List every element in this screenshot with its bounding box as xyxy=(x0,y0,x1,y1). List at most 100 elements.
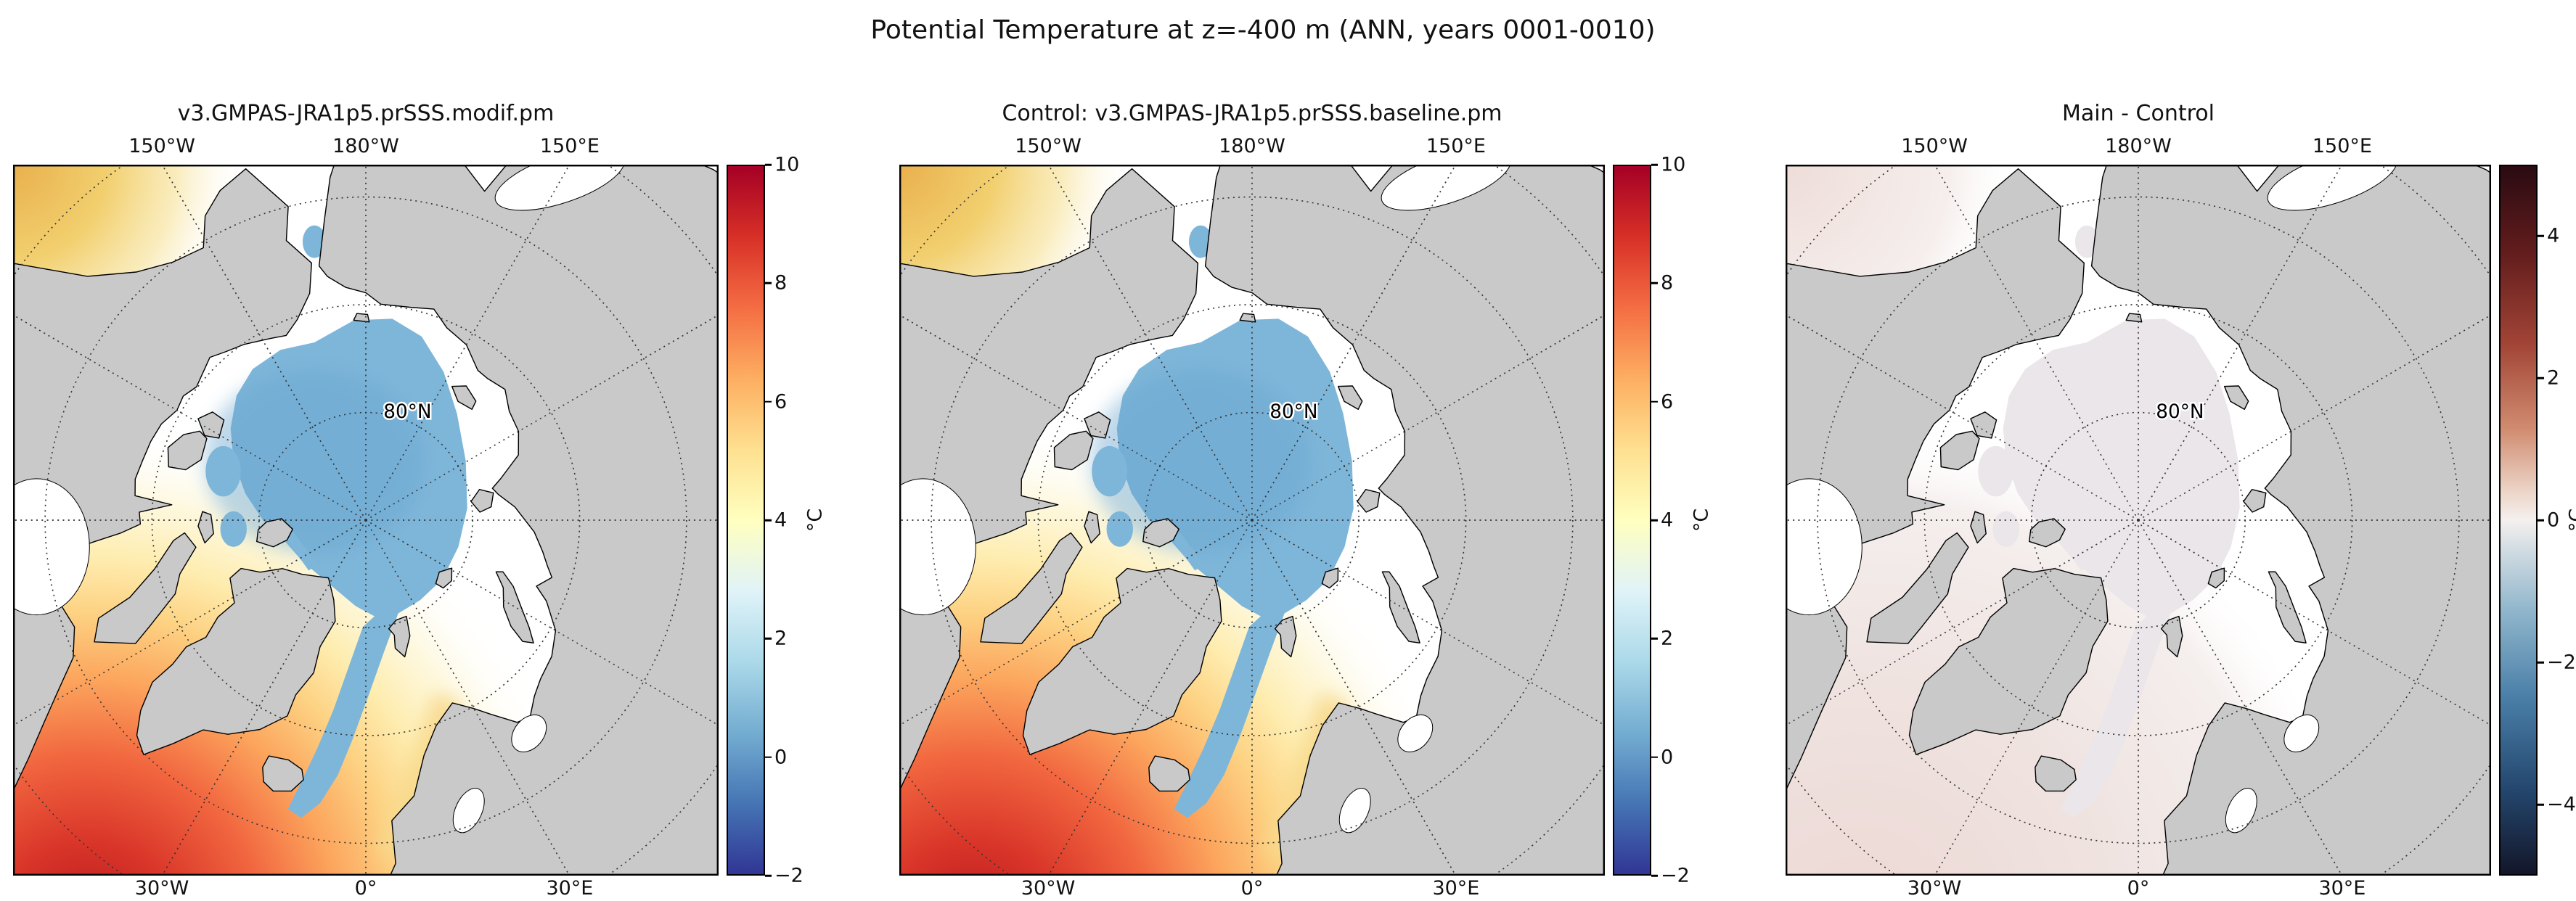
east-greenland-current-field xyxy=(287,613,398,818)
polar-map: 80°N xyxy=(1786,165,2491,876)
axis-tick-label: 180°W xyxy=(332,135,399,157)
axis-tick-label: 30°W xyxy=(1021,877,1076,900)
axis-tick-label: 150°E xyxy=(539,135,600,157)
axis-tick-label: 150°E xyxy=(2312,135,2372,157)
graticule xyxy=(899,165,1605,876)
colorbar-tick-label: 10 xyxy=(774,153,800,176)
longitude-labels-top: 150°W 180°W 150°E xyxy=(1786,135,2491,160)
colorbar-tick-label: 4 xyxy=(1661,509,1674,532)
colorbar-tick xyxy=(1651,638,1658,640)
colorbar-tick-label: −2 xyxy=(2547,651,2576,674)
latitude-label: 80°N xyxy=(2156,400,2204,423)
axis-tick-label: 30°E xyxy=(546,877,594,900)
panel-title: v3.GMPAS-JRA1p5.prSSS.modif.pm xyxy=(177,101,555,126)
colorbar-tick-label: 6 xyxy=(774,390,788,414)
longitude-labels-bottom: 30°W 0° 30°E xyxy=(1786,877,2491,901)
colorbar-tick xyxy=(765,282,772,284)
colorbar-tick xyxy=(2538,661,2544,664)
map-border xyxy=(13,165,719,876)
colorbar-ticks: 4 2 0 −2 −4 xyxy=(2499,165,2576,876)
colorbar-tick-label: 8 xyxy=(1661,271,1674,295)
polar-map: 80°N xyxy=(13,165,719,876)
map-border xyxy=(899,165,1605,876)
colorbar-tick xyxy=(2538,377,2544,379)
colorbar-tick-label: −2 xyxy=(774,864,804,887)
white-sea xyxy=(2283,714,2320,753)
axis-tick-label: 30°W xyxy=(1907,877,1962,900)
colorbar-tick xyxy=(1651,163,1658,166)
colorbar-gradient xyxy=(1613,165,1651,876)
nares-strait-field xyxy=(1171,532,1203,571)
colorbar-tick xyxy=(2538,803,2544,806)
sea-of-okhotsk xyxy=(494,165,625,211)
colorbar-tick xyxy=(2538,234,2544,237)
colorbar-tick-label: 4 xyxy=(774,509,788,532)
colorbar-tick xyxy=(1651,756,1658,758)
hudson-bay xyxy=(13,478,90,616)
latitude-label: 80°N xyxy=(1269,400,1317,423)
white-sea xyxy=(1397,714,1434,753)
longitude-labels-top: 150°W 180°W 150°E xyxy=(13,135,719,160)
colorbar-tick xyxy=(1651,519,1658,522)
axis-tick-label: 0° xyxy=(1240,877,1264,900)
gulf-of-bothnia xyxy=(2225,788,2257,834)
gulf-of-bothnia xyxy=(452,788,485,834)
axis-tick-label: 150°W xyxy=(1015,135,1081,157)
colorbar-tick-label: 2 xyxy=(1661,627,1674,650)
gulf-of-bothnia xyxy=(1338,788,1371,834)
sea-of-okhotsk xyxy=(1381,165,1511,211)
axis-tick-label: 150°E xyxy=(1426,135,1486,157)
colorbar-tick xyxy=(2538,519,2544,522)
axis-tick-label: 180°W xyxy=(1219,135,1285,157)
axis-tick-label: 0° xyxy=(2127,877,2150,900)
colorbar-tick-label: 0 xyxy=(2547,509,2560,532)
colorbar-tick xyxy=(765,874,772,877)
east-greenland-current-field xyxy=(1174,613,1285,818)
land xyxy=(1786,165,2491,876)
colorbar-tick-label: 8 xyxy=(774,271,788,295)
colorbar: 10 8 6 4 2 0 −2 xyxy=(1613,154,1690,887)
panel-title: Control: v3.GMPAS-JRA1p5.prSSS.baseline.… xyxy=(1002,101,1502,126)
basin-deep-field xyxy=(204,369,425,553)
panel-title: Main - Control xyxy=(2062,101,2215,126)
colorbar-ticks: 10 8 6 4 2 0 −2 xyxy=(1613,154,1690,887)
figure-title: Potential Temperature at z=-400 m (ANN, … xyxy=(870,15,1656,45)
colorbar-tick-label: −2 xyxy=(1661,864,1690,887)
hudson-bay xyxy=(899,478,976,616)
polar-map: 80°N xyxy=(899,165,1605,876)
axis-tick-label: 150°W xyxy=(1901,135,1968,157)
colorbar-tick xyxy=(1651,400,1658,403)
nares-strait-field xyxy=(2057,532,2090,571)
axis-tick-label: 180°W xyxy=(2105,135,2172,157)
nares-strait-field xyxy=(285,532,317,571)
axis-tick-label: 150°W xyxy=(128,135,195,157)
colorbar-tick xyxy=(1651,874,1658,877)
colorbar-tick-label: 10 xyxy=(1661,153,1686,176)
colorbar-tick-label: 4 xyxy=(2547,224,2560,247)
graticule xyxy=(1786,165,2491,876)
colorbar-tick-label: 2 xyxy=(774,627,788,650)
longitude-labels-top: 150°W 180°W 150°E xyxy=(899,135,1605,160)
colorbar-unit-label: °C xyxy=(804,508,827,532)
colorbar-gradient xyxy=(727,165,765,876)
colorbar-gradient xyxy=(2499,165,2538,876)
colorbar-tick xyxy=(765,756,772,758)
axis-tick-label: 30°W xyxy=(134,877,189,900)
longitude-labels-bottom: 30°W 0° 30°E xyxy=(13,877,719,901)
panel-control: Control: v3.GMPAS-JRA1p5.prSSS.baseline.… xyxy=(899,0,1778,901)
hudson-bay xyxy=(1786,478,1863,616)
axis-tick-label: 30°E xyxy=(2318,877,2366,900)
panel-difference: Main - Control 150°W 180°W 150°E 80°N xyxy=(1786,0,2576,901)
basin-deep-field xyxy=(1090,369,1311,553)
colorbar: 4 2 0 −2 −4 xyxy=(2499,165,2576,876)
colorbar: 10 8 6 4 2 0 −2 xyxy=(727,154,804,887)
colorbar-ticks: 10 8 6 4 2 0 −2 xyxy=(727,154,804,887)
map-border xyxy=(1786,165,2491,876)
panel-main: v3.GMPAS-JRA1p5.prSSS.modif.pm 150°W 180… xyxy=(13,0,891,901)
colorbar-tick-label: −4 xyxy=(2547,793,2576,816)
map-canvas: 80°N xyxy=(13,165,719,876)
axis-tick-label: 30°E xyxy=(1432,877,1480,900)
latitude-label: 80°N xyxy=(383,400,431,423)
longitude-labels-bottom: 30°W 0° 30°E xyxy=(899,877,1605,901)
